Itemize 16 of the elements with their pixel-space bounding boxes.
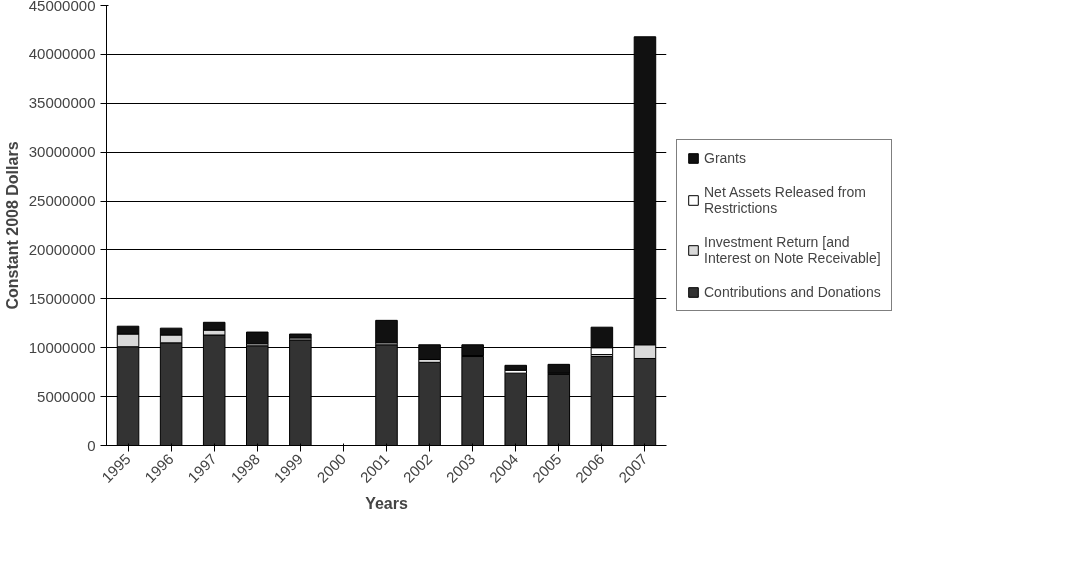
y-tick-label: 35000000 (28, 94, 96, 112)
y-tick-label: 10000000 (28, 338, 96, 356)
legend-label: Contributions and Donations (704, 284, 881, 300)
y-tick-label: 45000000 (28, 0, 96, 14)
y-tick-label: 15000000 (28, 289, 96, 307)
y-tick-label: 30000000 (28, 143, 96, 161)
y-tick-label: 40000000 (28, 45, 96, 63)
y-tick-label: 20000000 (28, 240, 96, 258)
y-tick-label: 5000000 (37, 387, 96, 405)
legend-label: Net Assets Released from Restrictions (704, 184, 866, 216)
legend-label: Investment Return [and Interest on Note Receivable] (704, 234, 881, 266)
y-tick-label: 0 (87, 436, 96, 454)
legend-label: Grants (704, 150, 747, 166)
y-axis-title: Constant 2008 Dollars (3, 141, 21, 310)
y-tick-label: 25000000 (28, 192, 96, 210)
x-axis-title: Years (365, 495, 408, 513)
